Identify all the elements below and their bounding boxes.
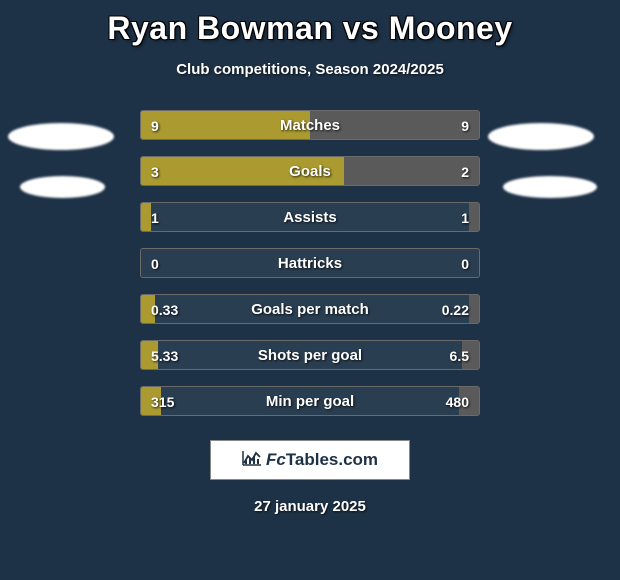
bar-right — [469, 203, 479, 231]
stat-label: Hattricks — [141, 249, 479, 277]
stat-label: Min per goal — [141, 387, 479, 415]
stat-right-value: 0.22 — [442, 295, 469, 323]
bar-right — [310, 111, 479, 139]
bar-left — [141, 341, 158, 369]
subtitle: Club competitions, Season 2024/2025 — [0, 61, 620, 78]
bar-left — [141, 157, 344, 185]
stat-row: 5.33Shots per goal6.5 — [140, 340, 480, 370]
logo-box[interactable]: FcTables.com — [210, 440, 410, 480]
bar-left — [141, 203, 151, 231]
stat-row: 315Min per goal480 — [140, 386, 480, 416]
bar-left — [141, 295, 155, 323]
stat-row: 3Goals2 — [140, 156, 480, 186]
date-text: 27 january 2025 — [0, 498, 620, 515]
chart-icon — [242, 450, 262, 471]
page-title: Ryan Bowman vs Mooney — [0, 0, 620, 47]
bar-right — [459, 387, 479, 415]
stat-left-value: 1 — [151, 203, 159, 231]
stat-right-value: 0 — [461, 249, 469, 277]
bar-right — [469, 295, 479, 323]
stat-row: 9Matches9 — [140, 110, 480, 140]
stat-left-value: 0 — [151, 249, 159, 277]
stat-row: 0Hattricks0 — [140, 248, 480, 278]
stat-label: Shots per goal — [141, 341, 479, 369]
bar-left — [141, 387, 161, 415]
stat-label: Assists — [141, 203, 479, 231]
decorative-ellipse — [8, 123, 114, 150]
stat-label: Goals per match — [141, 295, 479, 323]
stats-container: 9Matches9 3Goals2 1Assists1 0Hattricks0 0.33… — [0, 110, 620, 416]
decorative-ellipse — [488, 123, 594, 150]
bar-left — [141, 111, 310, 139]
stat-left-value: 0.33 — [151, 295, 178, 323]
decorative-ellipse — [503, 176, 597, 198]
decorative-ellipse — [20, 176, 105, 198]
stat-row: 0.33Goals per match0.22 — [140, 294, 480, 324]
bar-right — [344, 157, 479, 185]
stat-right-value: 1 — [461, 203, 469, 231]
bar-right — [462, 341, 479, 369]
logo-text: FcTables.com — [266, 450, 378, 470]
stat-row: 1Assists1 — [140, 202, 480, 232]
